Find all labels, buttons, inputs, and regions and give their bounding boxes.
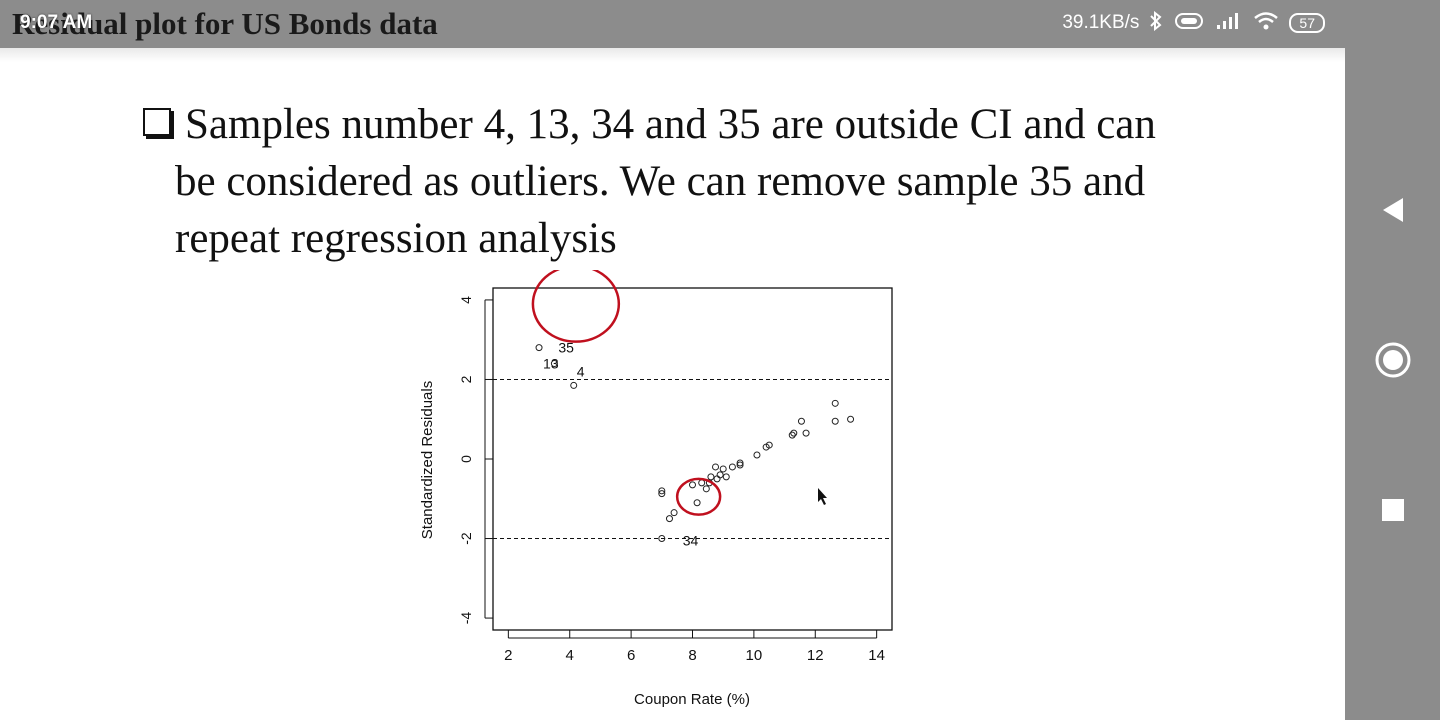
x-tick-label: 2 xyxy=(504,647,512,664)
slide-top-shade xyxy=(0,48,1345,62)
y-tick-label: 2 xyxy=(458,375,474,383)
data-point xyxy=(658,535,666,543)
data-point xyxy=(535,344,543,352)
recents-button[interactable] xyxy=(1345,480,1440,540)
mouse-cursor-icon xyxy=(818,488,827,505)
data-point xyxy=(753,451,761,459)
data-point xyxy=(722,473,730,481)
data-point xyxy=(713,475,721,483)
data-point xyxy=(765,441,773,449)
data-point xyxy=(736,459,744,467)
recents-square-icon xyxy=(1381,499,1404,521)
data-point xyxy=(831,417,839,425)
data-point xyxy=(698,479,706,487)
status-bar: Residual plot for US Bonds data 9:07 AM … xyxy=(0,0,1345,48)
plot-frame xyxy=(492,287,893,631)
point-label: 4 xyxy=(577,364,585,380)
data-point xyxy=(797,417,805,425)
y-tick-label: 0 xyxy=(458,455,474,463)
square-bullet-icon xyxy=(143,108,171,137)
x-axis-label: Coupon Rate (%) xyxy=(634,691,750,708)
data-point xyxy=(658,490,666,498)
y-tick-label: -4 xyxy=(458,612,474,625)
slide-title: Residual plot for US Bonds data xyxy=(12,6,438,41)
data-point xyxy=(736,461,744,469)
back-triangle-icon xyxy=(1382,198,1403,222)
x-tick-label: 6 xyxy=(627,647,635,664)
x-tick-label: 12 xyxy=(807,647,824,664)
signal-icon xyxy=(1215,11,1243,35)
point-label: 35 xyxy=(558,340,574,356)
navigation-bar xyxy=(1345,0,1440,720)
x-tick-label: 14 xyxy=(868,647,885,664)
x-tick-label: 4 xyxy=(566,647,574,664)
y-axis-label: Standardized Residuals xyxy=(419,381,436,539)
data-point xyxy=(728,463,736,471)
bullet-paragraph: Samples number 4, 13, 34 and 35 are outs… xyxy=(143,96,1293,267)
home-button[interactable] xyxy=(1345,330,1440,390)
bullet-line-2: be considered as outliers. We can remove… xyxy=(175,158,1146,205)
data-point xyxy=(712,463,720,471)
data-point xyxy=(802,429,810,437)
annotation-circle xyxy=(531,270,621,343)
y-tick-label: -2 xyxy=(458,532,474,545)
network-speed: 39.1KB/s xyxy=(1062,12,1140,33)
wifi-icon xyxy=(1253,11,1279,35)
data-point xyxy=(665,515,673,523)
data-point xyxy=(716,471,724,479)
home-circle-icon xyxy=(1375,342,1410,378)
data-point xyxy=(847,415,855,423)
y-tick-label: 4 xyxy=(458,296,474,304)
point-label: 34 xyxy=(683,533,699,549)
annotation-circle xyxy=(675,477,722,516)
bluetooth-icon xyxy=(1149,10,1163,35)
bullet-line-1: Samples number 4, 13, 34 and 35 are outs… xyxy=(185,101,1156,148)
point-label: 13 xyxy=(543,356,559,372)
data-point xyxy=(788,431,796,439)
bullet-line-3: repeat regression analysis xyxy=(175,215,617,262)
data-point xyxy=(831,399,839,407)
data-point xyxy=(790,429,798,437)
vibrate-icon xyxy=(1173,11,1205,35)
data-point xyxy=(693,499,701,507)
status-right-group: 39.1KB/s 57 xyxy=(1062,10,1325,35)
data-point xyxy=(670,509,678,517)
back-button[interactable] xyxy=(1345,180,1440,240)
x-tick-label: 8 xyxy=(688,647,696,664)
data-point xyxy=(550,360,558,368)
data-point xyxy=(658,487,666,495)
battery-indicator: 57 xyxy=(1289,13,1325,33)
x-tick-label: 10 xyxy=(746,647,763,664)
status-time: 9:07 AM xyxy=(20,12,93,33)
data-point xyxy=(702,485,710,493)
data-point xyxy=(570,381,578,389)
data-point xyxy=(689,481,696,489)
data-point xyxy=(707,473,715,481)
data-point xyxy=(719,465,727,473)
slide-canvas xyxy=(0,48,1345,720)
